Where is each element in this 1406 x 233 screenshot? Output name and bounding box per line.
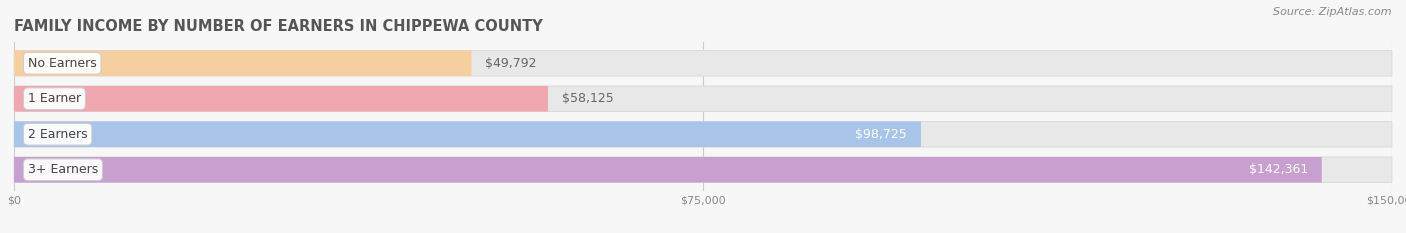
Text: $49,792: $49,792: [485, 57, 537, 70]
FancyBboxPatch shape: [14, 121, 921, 147]
Text: $58,125: $58,125: [562, 92, 613, 105]
FancyBboxPatch shape: [14, 121, 1392, 147]
Text: 1 Earner: 1 Earner: [28, 92, 82, 105]
Text: 2 Earners: 2 Earners: [28, 128, 87, 141]
Text: FAMILY INCOME BY NUMBER OF EARNERS IN CHIPPEWA COUNTY: FAMILY INCOME BY NUMBER OF EARNERS IN CH…: [14, 19, 543, 34]
FancyBboxPatch shape: [14, 157, 1392, 182]
FancyBboxPatch shape: [14, 86, 548, 112]
FancyBboxPatch shape: [14, 51, 471, 76]
FancyBboxPatch shape: [14, 86, 1392, 112]
Text: 3+ Earners: 3+ Earners: [28, 163, 98, 176]
FancyBboxPatch shape: [14, 51, 1392, 76]
FancyBboxPatch shape: [14, 157, 1322, 182]
Text: $98,725: $98,725: [855, 128, 907, 141]
Text: $142,361: $142,361: [1249, 163, 1308, 176]
Text: Source: ZipAtlas.com: Source: ZipAtlas.com: [1274, 7, 1392, 17]
Text: No Earners: No Earners: [28, 57, 97, 70]
